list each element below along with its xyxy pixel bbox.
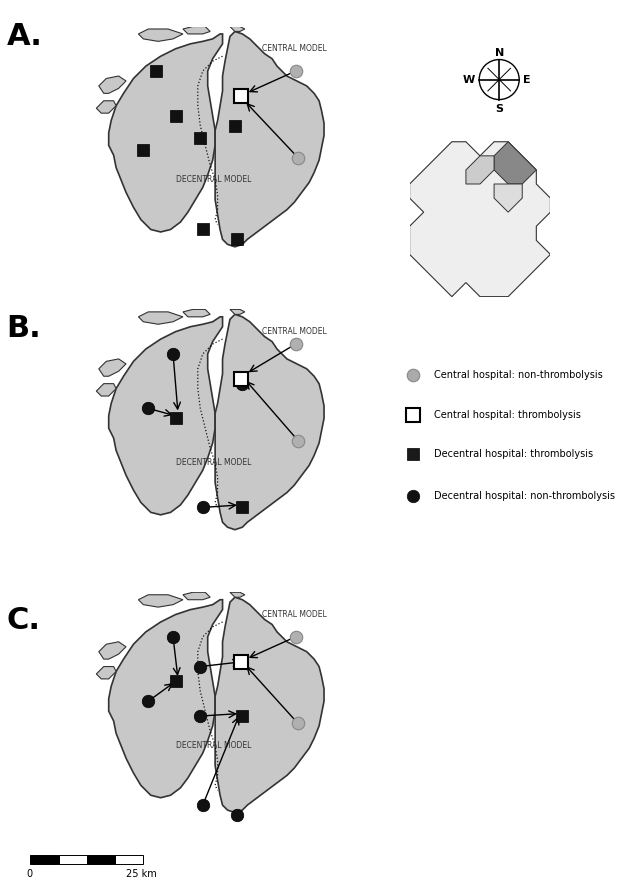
Polygon shape [183,309,210,316]
Text: Central hospital: non-thrombolysis: Central hospital: non-thrombolysis [434,370,602,380]
Text: Central hospital: thrombolysis: Central hospital: thrombolysis [434,410,580,420]
Text: Decentral hospital: non-thrombolysis: Decentral hospital: non-thrombolysis [434,491,614,501]
Polygon shape [183,27,210,34]
Polygon shape [99,359,126,377]
Polygon shape [410,141,550,297]
Text: DECENTRAL MODEL: DECENTRAL MODEL [175,176,251,185]
Polygon shape [230,27,245,32]
Polygon shape [494,184,522,212]
Polygon shape [215,598,324,812]
Polygon shape [109,34,223,232]
Polygon shape [138,595,183,607]
Bar [31,855,59,864]
Text: CENTRAL MODEL: CENTRAL MODEL [262,610,327,619]
Text: CENTRAL MODEL: CENTRAL MODEL [262,44,327,53]
Polygon shape [230,592,245,598]
Text: A.: A. [6,22,42,51]
Text: 25 km: 25 km [126,869,157,879]
Polygon shape [494,141,536,184]
Polygon shape [183,592,210,599]
Text: C.: C. [6,606,40,635]
Polygon shape [138,29,183,42]
Bar [87,855,115,864]
Text: Decentral hospital: thrombolysis: Decentral hospital: thrombolysis [434,449,593,459]
Bar [115,855,143,864]
Polygon shape [109,316,223,514]
Text: 0: 0 [26,869,32,879]
Bar [59,855,87,864]
Polygon shape [96,101,116,113]
Polygon shape [215,315,324,530]
Polygon shape [230,309,245,315]
Polygon shape [466,156,494,184]
Text: W: W [463,74,476,85]
Text: B.: B. [6,314,41,343]
Text: DECENTRAL MODEL: DECENTRAL MODEL [175,459,251,468]
Text: E: E [524,74,531,85]
Polygon shape [99,642,126,659]
Text: S: S [495,103,503,113]
Text: DECENTRAL MODEL: DECENTRAL MODEL [175,742,251,751]
Text: CENTRAL MODEL: CENTRAL MODEL [262,327,327,336]
Polygon shape [138,312,183,324]
Polygon shape [96,384,116,396]
Polygon shape [96,667,116,679]
Polygon shape [109,599,223,797]
Polygon shape [99,76,126,94]
Polygon shape [215,32,324,247]
Text: N: N [495,48,504,57]
